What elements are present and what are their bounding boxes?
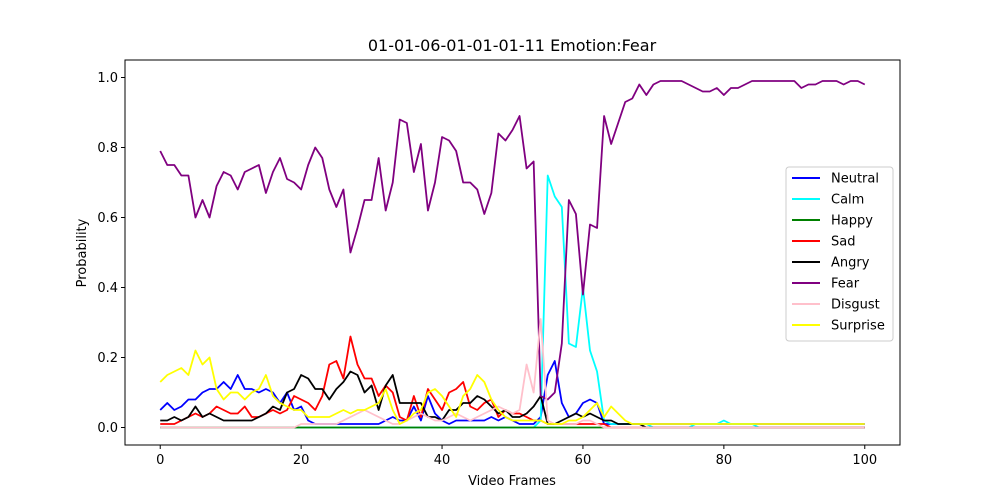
legend-label-sad: Sad [831, 235, 855, 250]
legend-label-calm: Calm [831, 193, 864, 208]
plot-area [124, 59, 901, 446]
series-layer [159, 80, 866, 429]
x-axis: 0 20 40 60 80 100 [156, 445, 877, 468]
x-tick-label: 80 [716, 453, 733, 468]
y-axis-label: Probability [75, 218, 90, 287]
x-tick-label: 0 [156, 453, 164, 468]
y-tick-label: 1.0 [97, 71, 118, 86]
y-tick-label: 0.0 [97, 421, 118, 436]
plot-background [125, 60, 900, 445]
x-tick-label: 100 [852, 453, 877, 468]
legend-frame [785, 166, 894, 342]
series-line-fear [159, 80, 866, 401]
y-tick-label: 0.8 [97, 141, 118, 156]
series-line-disgust [160, 318, 865, 429]
legend-label-disgust: Disgust [831, 298, 880, 313]
legend-label-fear: Fear [831, 277, 860, 292]
chart-title: 01-01-06-01-01-01-11 Emotion:Fear [368, 36, 657, 55]
x-tick-label: 20 [293, 453, 310, 468]
legend-label-angry: Angry [831, 256, 870, 271]
legend: Neutral Calm Happy Sad Angry Fear Disgust Surpr… [785, 166, 894, 342]
x-axis-label: Video Frames [468, 474, 556, 489]
x-tick-label: 40 [434, 453, 451, 468]
x-tick-label: 60 [575, 453, 592, 468]
y-tick-label: 0.2 [97, 351, 118, 366]
y-tick-label: 0.6 [97, 211, 118, 226]
plot-frame [124, 59, 901, 446]
series-line-surprise [159, 349, 865, 425]
y-axis: 0.0 0.2 0.4 0.6 0.8 1.0 [97, 71, 125, 436]
legend-label-surprise: Surprise [831, 319, 885, 334]
legend-label-neutral: Neutral [831, 172, 879, 187]
y-tick-label: 0.4 [97, 281, 118, 296]
legend-label-happy: Happy [831, 214, 873, 229]
